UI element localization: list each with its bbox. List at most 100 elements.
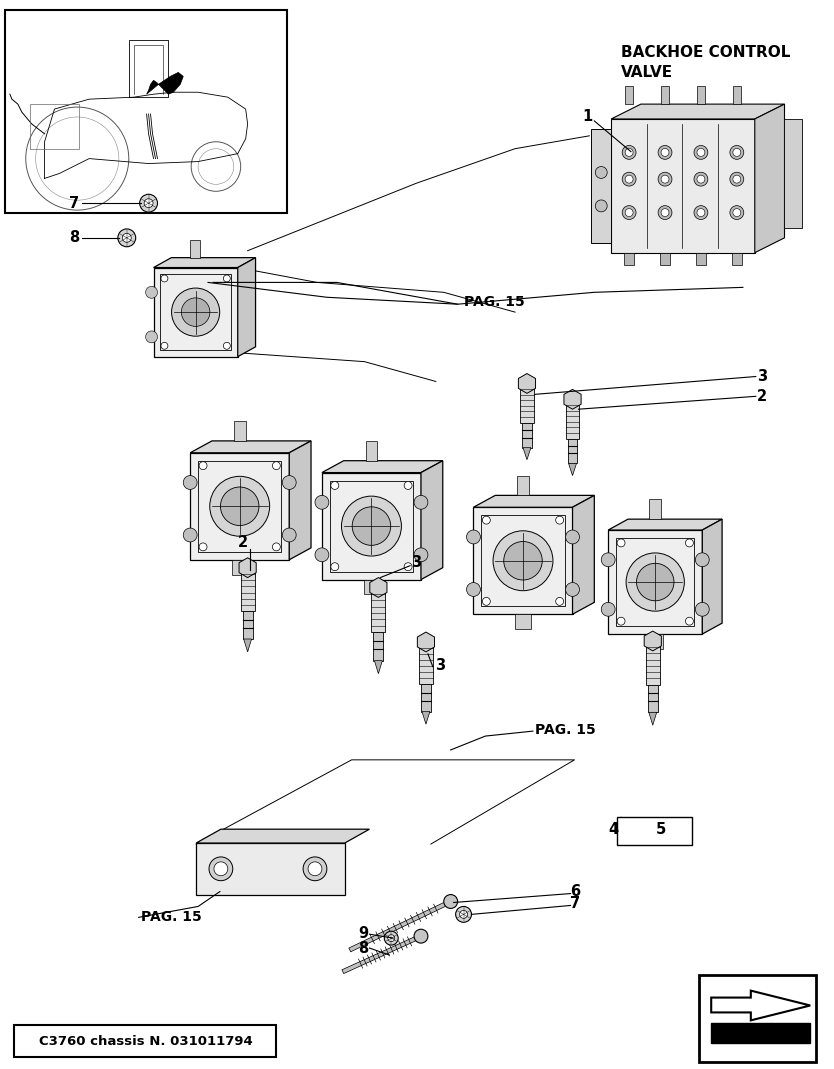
Bar: [626, 87, 633, 104]
Text: 7: 7: [570, 896, 580, 911]
Bar: [5, 10, 287, 213]
Polygon shape: [421, 461, 443, 579]
Bar: [711, 1023, 811, 1043]
Text: BACKHOE CONTROL: BACKHOE CONTROL: [621, 45, 791, 60]
Circle shape: [181, 298, 210, 326]
Circle shape: [555, 598, 564, 605]
Circle shape: [214, 862, 228, 876]
Circle shape: [694, 205, 708, 219]
Bar: [371, 588, 385, 632]
Bar: [647, 634, 663, 649]
Polygon shape: [417, 632, 435, 652]
Polygon shape: [289, 440, 311, 560]
Bar: [481, 515, 565, 606]
Circle shape: [273, 543, 280, 551]
Circle shape: [303, 857, 327, 881]
Bar: [241, 568, 254, 611]
Polygon shape: [190, 440, 311, 453]
Circle shape: [315, 548, 329, 561]
Circle shape: [733, 208, 741, 217]
Bar: [160, 275, 231, 350]
Circle shape: [697, 149, 705, 156]
Polygon shape: [611, 104, 785, 119]
Polygon shape: [564, 389, 581, 409]
Circle shape: [144, 199, 153, 207]
Polygon shape: [702, 520, 722, 634]
Text: 3: 3: [756, 369, 766, 384]
Polygon shape: [244, 639, 252, 652]
Circle shape: [161, 275, 168, 282]
Circle shape: [661, 175, 669, 183]
Polygon shape: [153, 258, 255, 267]
Circle shape: [118, 229, 136, 247]
Text: VALVE: VALVE: [621, 65, 673, 80]
Circle shape: [697, 208, 705, 217]
Circle shape: [493, 531, 553, 591]
Circle shape: [414, 548, 428, 561]
Circle shape: [733, 175, 741, 183]
Circle shape: [504, 542, 542, 580]
Bar: [232, 560, 248, 575]
Polygon shape: [649, 712, 656, 725]
Circle shape: [658, 172, 672, 186]
Polygon shape: [190, 453, 289, 560]
Text: 8: 8: [69, 230, 79, 246]
Bar: [30, 104, 79, 149]
Polygon shape: [196, 830, 369, 843]
Bar: [697, 87, 705, 104]
Circle shape: [661, 149, 669, 156]
Circle shape: [626, 208, 633, 217]
Text: 1: 1: [582, 109, 592, 124]
Circle shape: [384, 931, 398, 945]
Polygon shape: [196, 843, 344, 895]
Bar: [522, 422, 532, 448]
Circle shape: [209, 857, 233, 881]
Bar: [565, 400, 580, 438]
Polygon shape: [474, 495, 595, 508]
Circle shape: [694, 172, 708, 186]
Circle shape: [617, 617, 625, 625]
Bar: [190, 239, 200, 258]
Circle shape: [444, 895, 458, 909]
Circle shape: [626, 175, 633, 183]
Circle shape: [404, 562, 412, 571]
Circle shape: [626, 553, 685, 611]
Circle shape: [694, 145, 708, 159]
Polygon shape: [238, 258, 255, 357]
Polygon shape: [785, 119, 802, 228]
Circle shape: [388, 934, 394, 942]
Bar: [568, 438, 577, 464]
Text: PAG. 15: PAG. 15: [464, 295, 525, 309]
Circle shape: [601, 602, 615, 616]
Bar: [419, 642, 433, 684]
Circle shape: [601, 553, 615, 567]
Circle shape: [123, 233, 131, 243]
Bar: [374, 632, 384, 661]
Circle shape: [146, 286, 158, 298]
Circle shape: [414, 495, 428, 509]
Text: 3: 3: [435, 659, 445, 673]
Circle shape: [658, 205, 672, 219]
Polygon shape: [523, 448, 531, 460]
Text: 2: 2: [238, 536, 248, 551]
Bar: [515, 615, 531, 629]
Polygon shape: [569, 464, 576, 476]
Bar: [14, 1025, 276, 1057]
Polygon shape: [519, 373, 535, 393]
Text: 5: 5: [656, 822, 666, 837]
Circle shape: [199, 543, 207, 551]
Circle shape: [730, 172, 744, 186]
Circle shape: [414, 929, 428, 943]
Circle shape: [555, 516, 564, 524]
Polygon shape: [591, 129, 611, 243]
Circle shape: [466, 583, 480, 597]
Circle shape: [273, 462, 280, 469]
Polygon shape: [755, 104, 785, 252]
Bar: [733, 87, 741, 104]
Bar: [243, 611, 253, 639]
Bar: [364, 579, 379, 594]
Circle shape: [460, 911, 468, 918]
Polygon shape: [608, 520, 722, 530]
Circle shape: [622, 145, 636, 159]
Polygon shape: [422, 712, 430, 724]
